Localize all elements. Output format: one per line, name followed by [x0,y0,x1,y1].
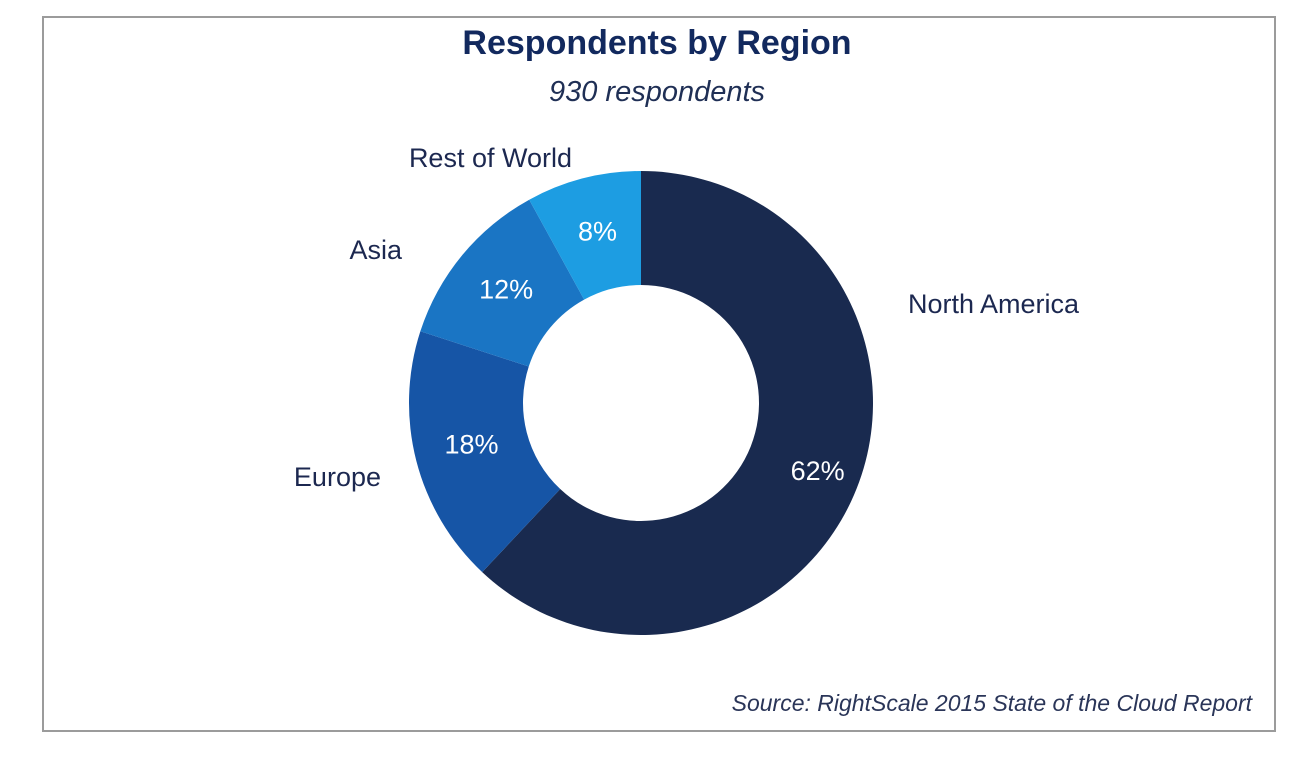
chart-title: Respondents by Region [462,24,852,62]
chart-subtitle: 930 respondents [548,76,766,108]
slice-north-america [482,171,873,635]
chart-source: Source: RightScale 2015 State of the Clo… [731,690,1252,716]
category-label: Asia [349,235,403,265]
value-label: 62% [791,456,845,486]
value-label: 18% [444,430,498,460]
slice-rest-of-world [529,171,641,300]
value-label: 8% [578,217,617,247]
category-label: Europe [294,462,381,492]
slice-europe [408,331,561,573]
value-label: 12% [479,275,533,305]
category-label: Rest of World [409,143,572,173]
category-label: North America [908,289,1080,319]
slice-asia [420,199,585,367]
